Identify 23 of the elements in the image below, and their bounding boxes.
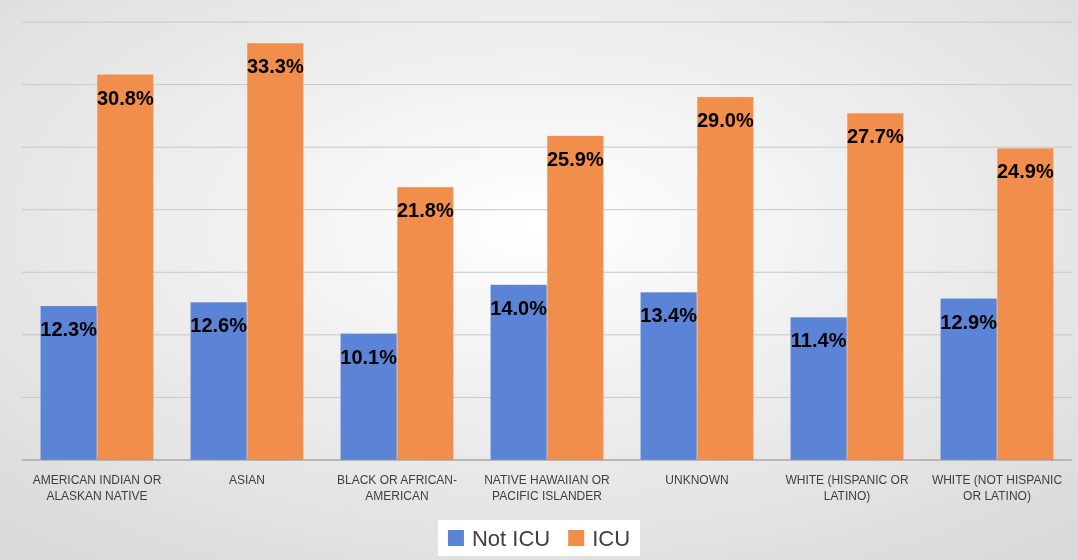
data-label: 27.7% [847, 125, 904, 148]
data-label: 13.4% [640, 304, 698, 327]
x-tick-label: WHITE (HISPANIC OR LATINO) [785, 473, 909, 503]
x-tick-label: NATIVE HAWAIIAN OR PACIFIC ISLANDER [484, 473, 611, 503]
x-tick-label: UNKNOWN [665, 473, 729, 487]
legend-label: Not ICU [471, 525, 551, 551]
data-label: 10.1% [340, 345, 398, 368]
data-label: 12.6% [190, 314, 248, 337]
legend-label: ICU [592, 525, 631, 551]
data-label: 30.8% [97, 86, 154, 109]
x-tick-label: BLACK OR AFRICAN-AMERICAN [336, 473, 458, 503]
data-label: 21.8% [397, 199, 454, 222]
data-label: 24.9% [997, 160, 1054, 183]
data-label: 14.0% [490, 296, 548, 319]
data-label: 11.4% [790, 329, 847, 352]
x-tick-label: AMERICAN INDIAN OR ALASKAN NATIVE [32, 473, 162, 503]
data-label: 29.0% [697, 109, 754, 132]
data-label: 25.9% [547, 147, 604, 170]
x-tick-label: WHITE (NOT HISPANIC OR LATINO) [931, 473, 1063, 503]
x-tick-label: ASIAN [228, 473, 266, 487]
data-label: 12.9% [940, 310, 998, 333]
data-label: 12.3% [40, 318, 98, 341]
data-label: 33.3% [247, 55, 304, 78]
